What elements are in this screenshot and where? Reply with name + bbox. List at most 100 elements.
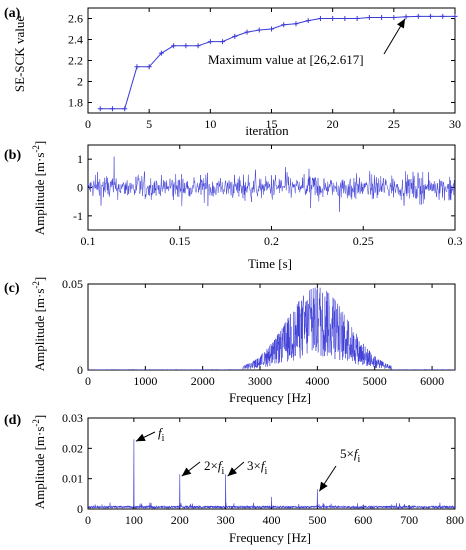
panel-a-point (220, 39, 226, 45)
panel-d-letter: (d) (4, 413, 21, 428)
panel-b-xtick-label: 0.15 (169, 234, 190, 248)
panel-a-xtick-label: 20 (327, 117, 339, 131)
panel-d-annotation-arrow-head (181, 467, 192, 477)
panel-a-xtick-label: 15 (266, 117, 278, 131)
panel-d-xtick-label: 500 (308, 513, 326, 527)
panel-d-ylabel: Amplitude [m·s-2] (31, 415, 47, 510)
panel-d-annotation-label: 3×fi (247, 458, 267, 477)
panel-d-ytick-label: 0 (77, 502, 83, 516)
panel-b-ytick-label: -1 (73, 209, 83, 223)
panel-b-ylabel-close: ] (32, 141, 47, 145)
panel-a-xtick-label: 0 (85, 117, 91, 131)
panel-b-ylabel: Amplitude [m·s-2] (31, 141, 47, 236)
panel-c: (c) Amplitude [m·s-2] Frequency [Hz] 0 10… (4, 277, 456, 405)
panel-d-xtick-label: 800 (446, 513, 464, 527)
panel-a-point (158, 50, 164, 56)
panel-a-point (207, 39, 213, 45)
panel-a-point (195, 43, 201, 49)
panel-c-xtick-label: 5000 (363, 374, 387, 388)
panel-b-ytick-label: 1 (77, 152, 83, 166)
panel-a-point (305, 18, 311, 24)
panel-c-ylabel: Amplitude [m·s-2] (31, 277, 47, 372)
panel-b-series-line (87, 156, 456, 212)
panel-d-annotation-subscript: i (162, 433, 165, 444)
panel-d-xtick-label: 600 (354, 513, 372, 527)
panel-b-plot: 0.1 0.15 0.2 0.25 0.3 -1 0 1 (73, 144, 463, 248)
panel-d-annotation-label: 5×fi (340, 446, 360, 465)
panel-a-point (109, 106, 115, 112)
panel-d-series-line (87, 439, 456, 510)
panel-a: (a) SE-SCK value iteration 0 5 10 15 20 25 30 1… (4, 6, 461, 138)
panel-a-point (330, 16, 336, 21)
panel-c-plot: 0 1000 2000 3000 4000 5000 6000 0 0.05 (62, 277, 456, 388)
panel-d-annotation-symbol: f (261, 458, 267, 473)
panel-a-point (97, 106, 103, 112)
panel-a-point (415, 13, 421, 19)
panel-d-xtick-label: 200 (171, 513, 189, 527)
panel-c-frame (87, 283, 456, 371)
panel-d-annotation-label: fi (158, 425, 165, 444)
panel-a-point (281, 22, 287, 28)
panel-a-point (440, 13, 446, 19)
panel-a-point (293, 21, 299, 27)
panel-d-plot: 0 100 200 300 400 500 600 700 80000.010.020.03fi… (62, 411, 464, 527)
panel-c-ylabel-main: Amplitude [m·s (32, 289, 47, 372)
panel-d-ylabel-sup: -2 (31, 419, 41, 427)
panel-c-ytick-label: 0.05 (62, 277, 83, 291)
panel-b-letter: (b) (4, 148, 21, 163)
panel-b-xtick-label: 0.2 (264, 234, 279, 248)
panel-d-ytick-label: 0.03 (62, 411, 83, 425)
panel-a-point (317, 16, 323, 21)
panel-b: (b) Amplitude [m·s-2] Time [s] 0.1 0.15 0.… (4, 141, 463, 271)
panel-d-frame (87, 417, 456, 510)
panel-c-letter: (c) (4, 281, 20, 296)
panel-a-annotation: Maximum value at [26,2.617] (208, 52, 364, 67)
panel-d-xtick-label: 700 (400, 513, 418, 527)
panel-c-xtick-label: 3000 (248, 374, 272, 388)
panel-a-ytick-label: 2.4 (68, 33, 83, 47)
panel-b-xlabel: Time [s] (248, 256, 292, 271)
panel-d-annotation-symbol: f (218, 458, 224, 473)
panel-a-point (244, 29, 250, 35)
panel-c-ylabel-close: ] (32, 277, 47, 281)
panel-b-ytick-label: 0 (77, 181, 83, 195)
panel-a-xtick-label: 30 (449, 117, 461, 131)
panel-a-xtick-label: 25 (388, 117, 400, 131)
panel-c-xtick-label: 0 (85, 374, 91, 388)
panel-a-point (232, 33, 238, 39)
panel-a-ytick-label: 1.8 (68, 96, 83, 110)
panel-d-annotation-subscript: i (221, 466, 224, 477)
panel-a-ylabel: SE-SCK value (12, 16, 27, 92)
panel-a-xtick-label: 5 (146, 117, 152, 131)
panel-a-point (354, 16, 360, 21)
panel-d-annotation-subscript: i (264, 466, 267, 477)
panel-b-ylabel-main: Amplitude [m·s (32, 153, 47, 236)
panel-a-annotation-arrow-head (397, 18, 406, 29)
panel-d-annotation-label: 2×fi (204, 458, 224, 477)
panel-d-ylabel-main: Amplitude [m·s (32, 427, 47, 510)
panel-d-annotation-multiplier: 5× (340, 446, 354, 461)
panel-d-annotation-arrow-head (319, 481, 328, 492)
panel-a-point (403, 14, 409, 20)
panel-d-annotation-subscript: i (357, 454, 360, 465)
panel-d-xlabel: Frequency [Hz] (229, 530, 311, 545)
panel-d-ytick-label: 0.02 (62, 441, 83, 455)
panel-b-xtick-label: 0.1 (81, 234, 96, 248)
panel-a-plot: 0 5 10 15 20 25 30 1.8 2 2.2 2.4 2.6 (68, 7, 461, 131)
panel-d-xtick-label: 400 (263, 513, 281, 527)
panel-a-point (171, 43, 177, 49)
panel-d-annotation-multiplier: 2× (204, 458, 218, 473)
panel-d-ytick-label: 0.01 (62, 472, 83, 486)
panel-d-xtick-label: 0 (85, 513, 91, 527)
panel-d-annotation-arrow-head (135, 433, 146, 442)
panel-a-point (391, 14, 397, 20)
panel-b-ylabel-sup: -2 (31, 145, 41, 153)
panel-d-annotation-symbol: f (354, 446, 360, 461)
panel-d-ylabel-close: ] (32, 415, 47, 419)
panel-a-ytick-label: 2.6 (68, 12, 83, 26)
panel-a-xtick-label: 10 (204, 117, 216, 131)
panel-a-ytick-label: 2 (77, 75, 83, 89)
panel-a-letter: (a) (4, 6, 21, 21)
panel-d-annotation-arrow-head (227, 467, 238, 477)
panel-a-point (122, 106, 128, 112)
